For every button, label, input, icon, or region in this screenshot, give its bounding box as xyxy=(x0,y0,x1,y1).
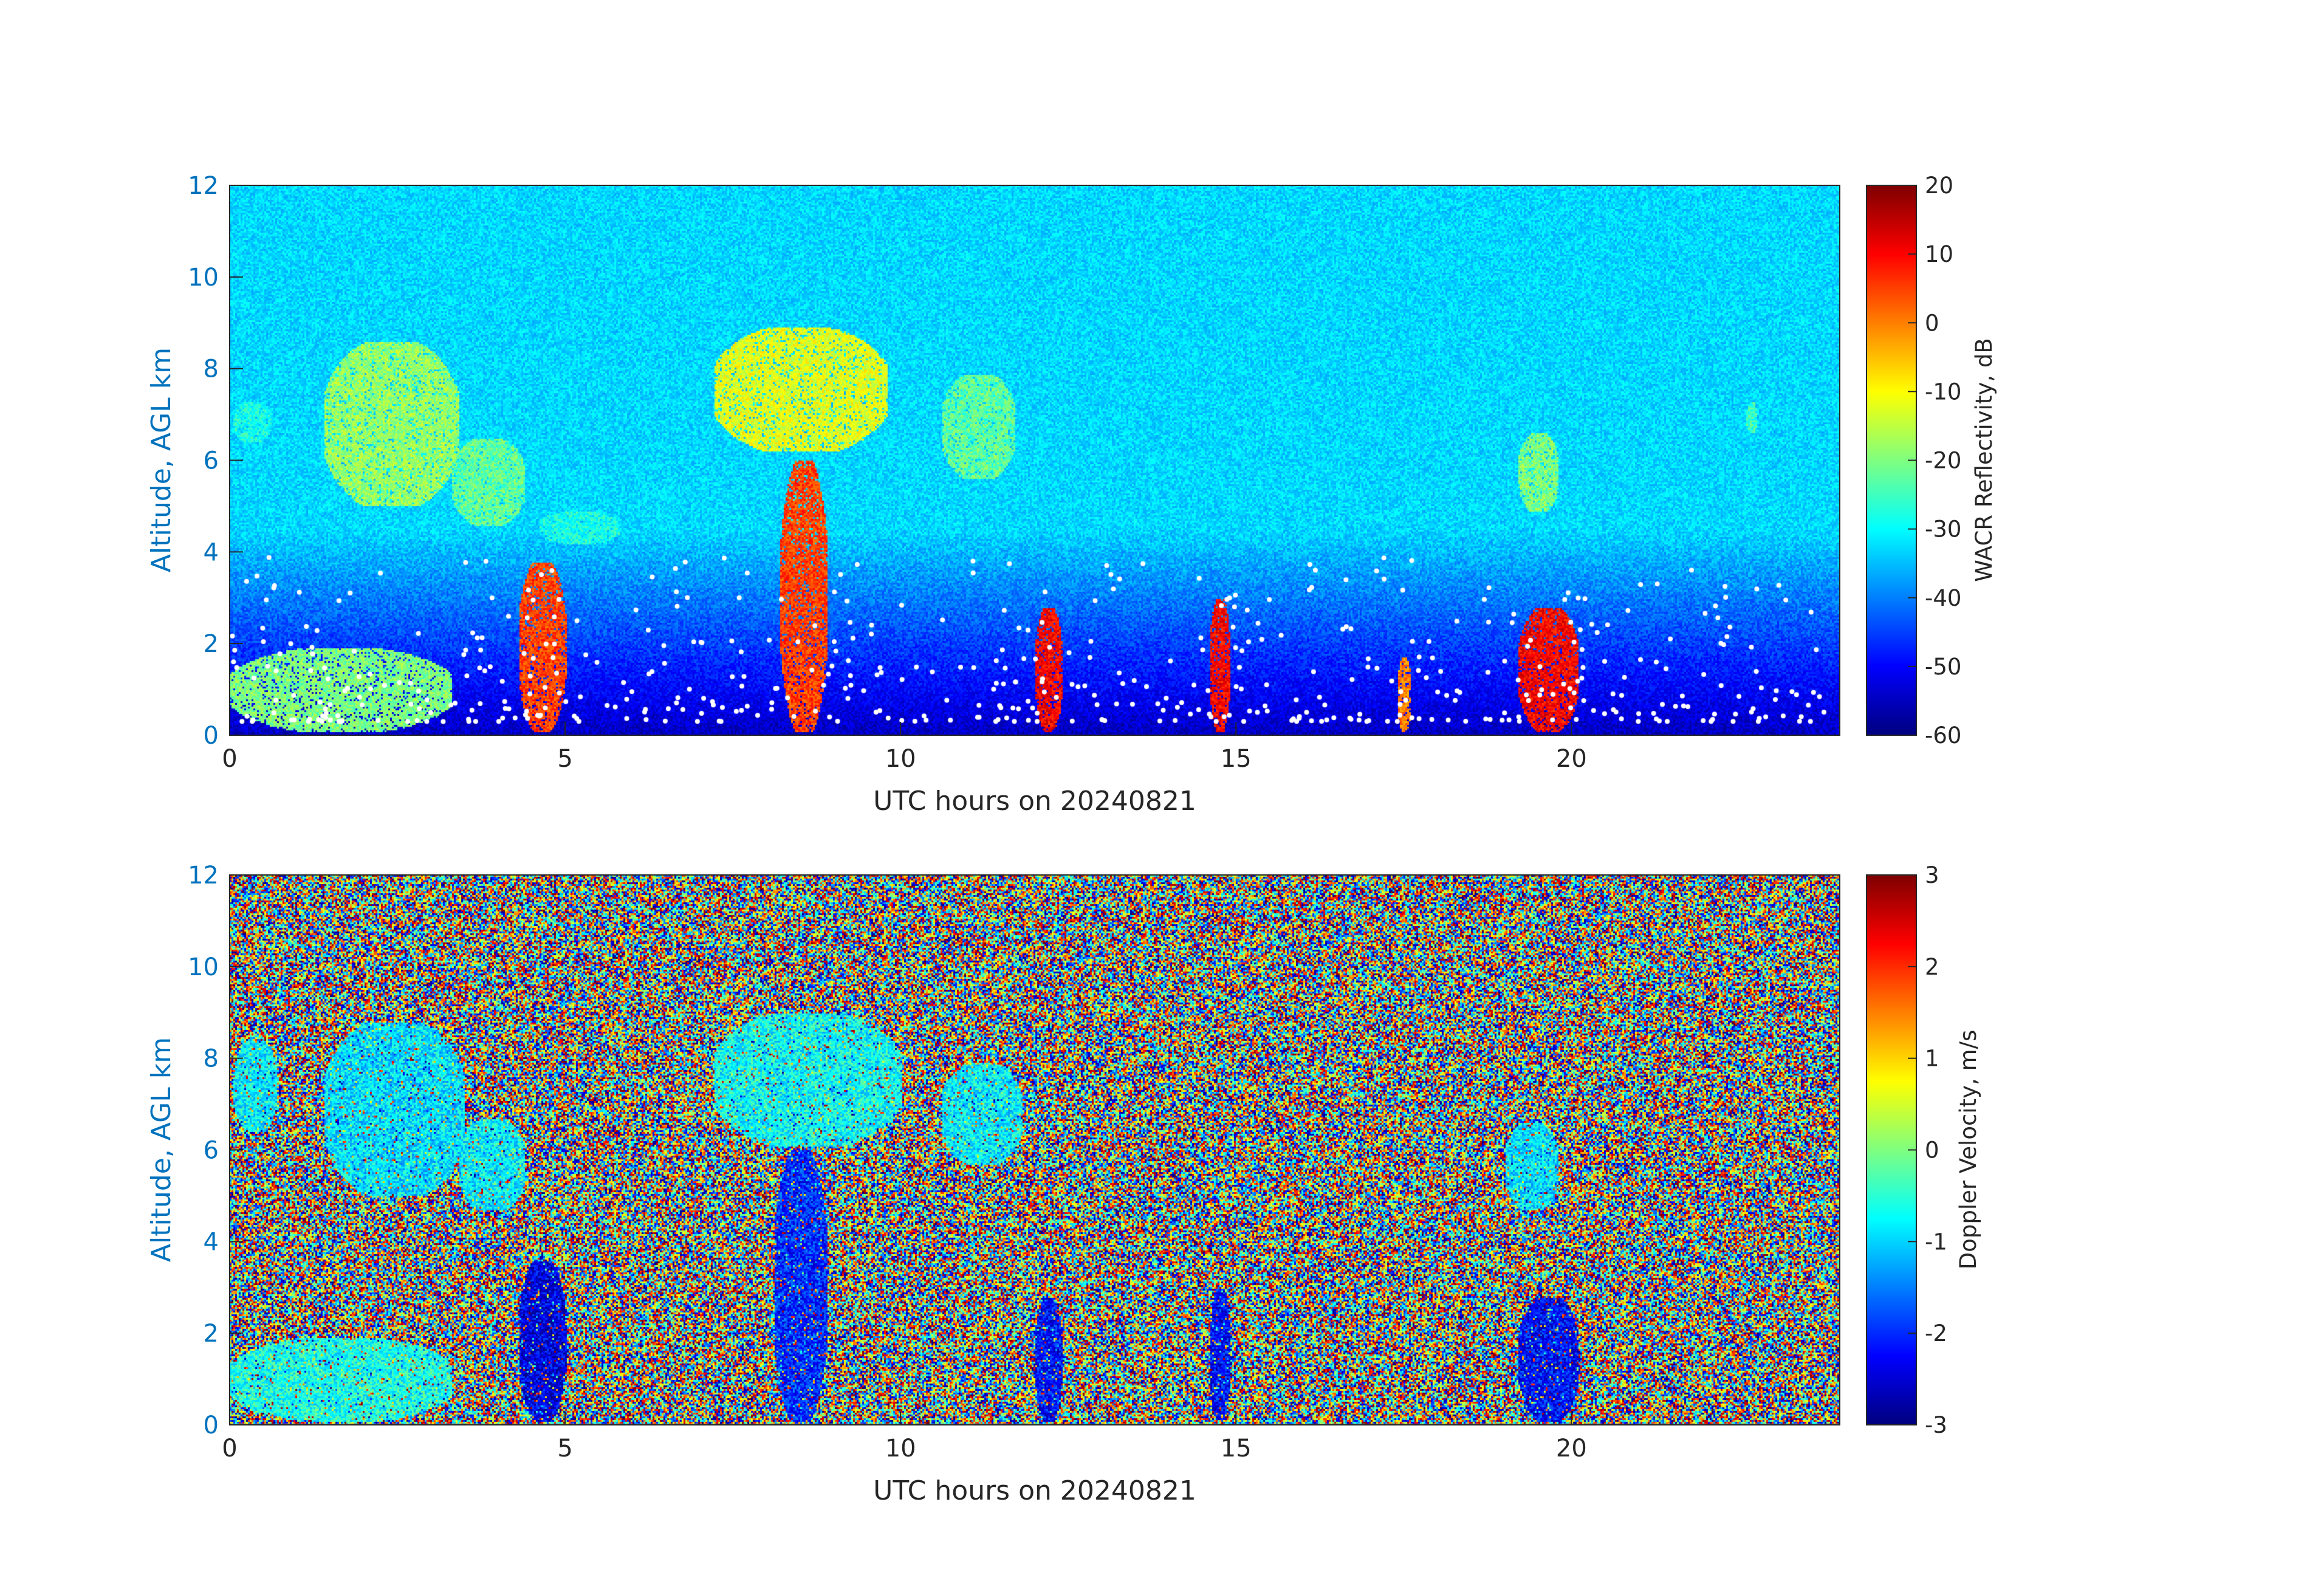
colorbar-tick-label: -10 xyxy=(1925,379,1961,405)
y-tick-label: 0 xyxy=(204,722,219,750)
x-tick-label: 20 xyxy=(1556,745,1587,773)
y-tick-label: 8 xyxy=(204,1045,219,1073)
reflectivity-x-axis: 0 5 10 15 20 xyxy=(222,722,1587,773)
y-tick-label: 2 xyxy=(204,630,219,658)
colorbar-tick-label: -60 xyxy=(1925,722,1961,749)
reflectivity-image-frame xyxy=(230,185,1840,735)
colorbar-tick-label: 2 xyxy=(1925,954,1939,980)
doppler-x-axis-label: UTC hours on 20240821 xyxy=(873,1475,1196,1506)
y-tick-label: 2 xyxy=(204,1320,219,1348)
doppler-x-axis: 0 5 10 15 20 xyxy=(222,1411,1587,1463)
x-tick-label: 10 xyxy=(885,745,916,773)
y-tick-label: 12 xyxy=(188,862,219,890)
x-tick-label: 15 xyxy=(1221,745,1252,773)
colorbar-tick-label: -20 xyxy=(1925,448,1961,474)
reflectivity-colorbar-label: WACR Reflectivity, dB xyxy=(1971,338,1997,582)
doppler-heatmap xyxy=(230,875,1840,1425)
doppler-y-axis: 0 2 4 6 8 10 12 xyxy=(188,862,243,1439)
doppler-colorbar-ticks: 3 2 1 0 -1 -2 -3 xyxy=(1908,862,1947,1438)
y-tick-label: 12 xyxy=(188,172,219,200)
y-tick-label: 4 xyxy=(204,1228,219,1256)
colorbar-tick-label: 1 xyxy=(1925,1046,1939,1072)
colorbar-tick-label: -40 xyxy=(1925,585,1961,611)
x-tick-label: 5 xyxy=(557,1435,572,1463)
doppler-image-frame xyxy=(230,875,1840,1425)
colorbar-tick-label: -30 xyxy=(1925,516,1961,543)
reflectivity-x-axis-label: UTC hours on 20240821 xyxy=(873,786,1196,817)
x-tick-label: 5 xyxy=(557,745,572,773)
x-tick-label: 15 xyxy=(1221,1435,1252,1463)
y-tick-label: 10 xyxy=(188,264,219,292)
y-tick-label: 4 xyxy=(204,538,219,566)
colorbar-tick-label: 20 xyxy=(1925,173,1953,199)
y-tick-label: 10 xyxy=(188,953,219,981)
reflectivity-heatmap xyxy=(230,185,1840,735)
reflectivity-panel: 0 2 4 6 8 10 12 0 5 10 15 20 UTC hours on 20240821… xyxy=(146,172,1997,817)
doppler-colorbar-label: Doppler Velocity, m/s xyxy=(1955,1030,1981,1270)
y-tick-label: 6 xyxy=(204,1137,219,1165)
y-tick-label: 0 xyxy=(204,1411,219,1439)
colorbar-tick-label: -1 xyxy=(1925,1229,1947,1255)
colorbar-tick-label: 10 xyxy=(1925,241,1953,267)
x-tick-label: 20 xyxy=(1556,1435,1587,1463)
reflectivity-y-axis-label: Altitude, AGL km xyxy=(146,348,177,572)
x-tick-label: 0 xyxy=(222,745,237,773)
y-tick-label: 6 xyxy=(204,447,219,475)
colorbar-tick-label: 0 xyxy=(1925,310,1939,336)
x-tick-label: 0 xyxy=(222,1435,237,1463)
colorbar-tick-label: 0 xyxy=(1925,1137,1939,1164)
colorbar-tick-label: -3 xyxy=(1925,1412,1947,1438)
colorbar-tick-label: -50 xyxy=(1925,654,1961,680)
x-tick-label: 10 xyxy=(885,1435,916,1463)
colorbar-tick-label: -2 xyxy=(1925,1320,1947,1346)
reflectivity-colorbar-ticks: 20 10 0 -10 -20 -30 -40 -50 -60 xyxy=(1908,173,1961,749)
doppler-y-axis-label: Altitude, AGL km xyxy=(146,1037,177,1262)
y-tick-label: 8 xyxy=(204,355,219,383)
colorbar-tick-label: 3 xyxy=(1925,862,1939,888)
reflectivity-y-axis: 0 2 4 6 8 10 12 xyxy=(188,172,243,750)
